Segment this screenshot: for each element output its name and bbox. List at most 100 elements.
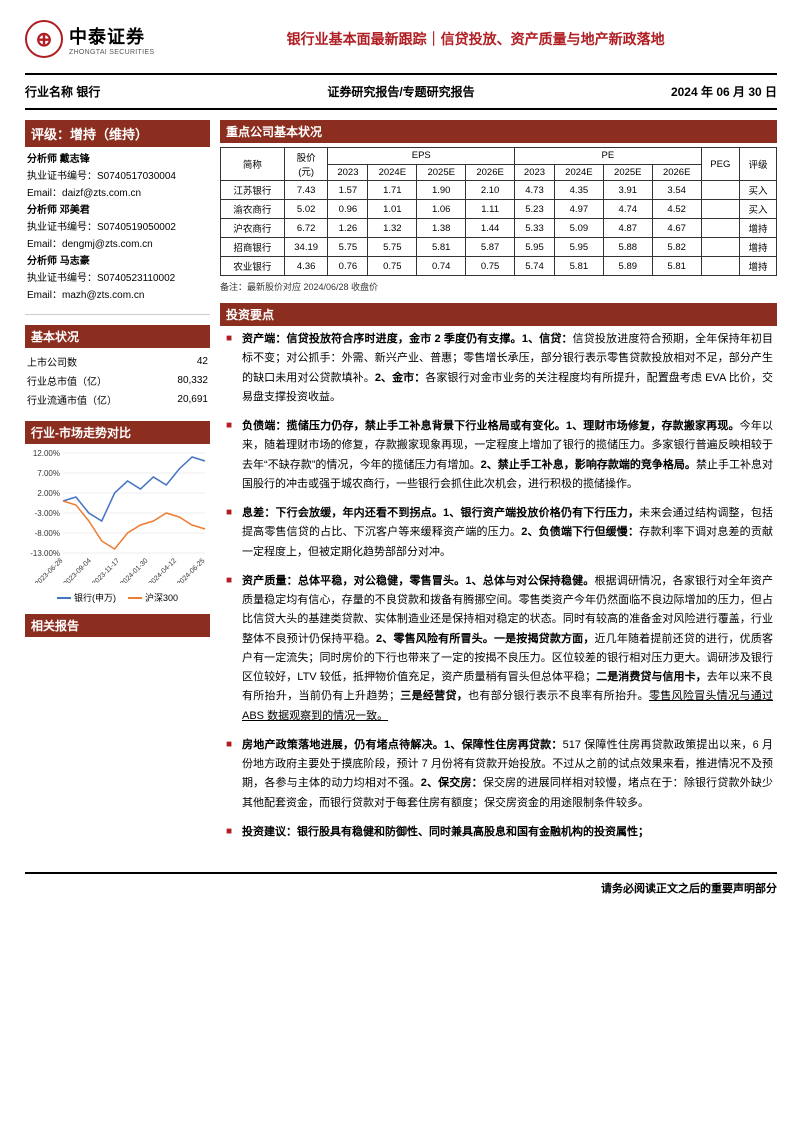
investment-point: 资产质量：总体平稳，对公稳健，零售冒头。1、总体与对公保持稳健。根据调研情况，各… [224, 572, 773, 726]
table-row: 上市公司数42 [25, 352, 210, 371]
table-cell: 5.23 [515, 200, 555, 219]
table-cell [701, 200, 739, 219]
report-header: ⊕ 中泰证券 ZHONGTAI SECURITIES 银行业基本面最新跟踪｜信贷… [25, 20, 777, 58]
table-row: 沪农商行6.721.261.321.381.445.335.094.874.67… [221, 219, 777, 238]
table-cell: 5.74 [515, 257, 555, 276]
logo-text: 中泰证券 ZHONGTAI SECURITIES [69, 23, 154, 56]
table-cell: 0.75 [466, 257, 515, 276]
table-cell: 0.76 [328, 257, 368, 276]
legend-label-2: 沪深300 [145, 591, 178, 604]
table-cell: 1.11 [466, 200, 515, 219]
basic-label: 上市公司数 [25, 352, 160, 371]
svg-text:2023-09-04: 2023-09-04 [63, 557, 93, 583]
table-cell: 6.72 [284, 219, 328, 238]
svg-text:2023-06-28: 2023-06-28 [34, 557, 64, 583]
investment-points: 资产端：信贷投放符合序时进度，金市 2 季度仍有支撑。1、信贷：信贷投放进度符合… [220, 330, 777, 842]
table-cell: 1.71 [368, 181, 417, 200]
table-cell: 4.67 [652, 219, 701, 238]
analyst-email: Email：daizf@zts.com.cn [27, 185, 208, 202]
market-compare-title: 行业-市场走势对比 [25, 421, 210, 444]
svg-text:2023-11-17: 2023-11-17 [91, 557, 121, 583]
report-title: 银行业基本面最新跟踪｜信贷投放、资产质量与地产新政落地 [154, 29, 777, 49]
table-cell: 江苏银行 [221, 181, 285, 200]
table-row: 江苏银行7.431.571.711.902.104.734.353.913.54… [221, 181, 777, 200]
svg-text:-13.00%: -13.00% [30, 549, 60, 558]
legend-item-2: 沪深300 [128, 591, 178, 604]
analyst-cert: 执业证书编号：S0740523110002 [27, 270, 208, 287]
svg-text:-8.00%: -8.00% [35, 529, 60, 538]
investment-point: 投资建议：银行股具有稳健和防御性、同时兼具高股息和国有金融机构的投资属性； [224, 823, 773, 842]
analyst-name: 分析师 马志豪 [27, 253, 208, 270]
chart-svg: 12.00%7.00%2.00%-3.00%-8.00%-13.00%2023-… [25, 448, 210, 583]
table-cell: 渝农商行 [221, 200, 285, 219]
industry-label: 行业名称 银行 [25, 83, 276, 100]
related-reports: 相关报告 [25, 614, 210, 637]
table-cell: 0.75 [368, 257, 417, 276]
table-cell: 买入 [740, 181, 777, 200]
analyst-email: Email：dengmj@zts.com.cn [27, 236, 208, 253]
analyst-cert: 执业证书编号：S0740519050002 [27, 219, 208, 236]
table-cell: 4.35 [554, 181, 603, 200]
table-cell: 1.01 [368, 200, 417, 219]
table-cell: 1.57 [328, 181, 368, 200]
table-cell: 5.02 [284, 200, 328, 219]
svg-text:2024-01-30: 2024-01-30 [119, 557, 149, 583]
table-cell: 5.75 [368, 238, 417, 257]
table-cell: 2.10 [466, 181, 515, 200]
analyst-name: 分析师 戴志锋 [27, 151, 208, 168]
svg-text:2024-06-25: 2024-06-25 [176, 557, 206, 583]
logo-cn: 中泰证券 [69, 23, 154, 49]
table-row: 行业流通市值（亿）20,691 [25, 390, 210, 409]
logo-icon: ⊕ [25, 20, 63, 58]
company-section-title: 重点公司基本状况 [220, 120, 777, 143]
table-cell: 5.95 [515, 238, 555, 257]
table-cell: 5.75 [328, 238, 368, 257]
company-table: 简称股价(元)EPSPEPEG评级20232024E2025E2026E2023… [220, 147, 777, 276]
legend-label-1: 银行(申万) [74, 591, 116, 604]
table-cell: 0.96 [328, 200, 368, 219]
table-note: 备注：最新股价对应 2024/06/28 收盘价 [220, 280, 777, 293]
table-cell: 4.87 [603, 219, 652, 238]
table-cell: 5.87 [466, 238, 515, 257]
sidebar: 评级：增持（维持） 分析师 戴志锋执业证书编号：S0740517030004Em… [25, 120, 210, 852]
table-cell: 1.32 [368, 219, 417, 238]
analyst-cert: 执业证书编号：S0740517030004 [27, 168, 208, 185]
table-cell: 1.90 [417, 181, 466, 200]
table-cell: 5.89 [603, 257, 652, 276]
table-cell: 5.81 [417, 238, 466, 257]
investment-point: 资产端：信贷投放符合序时进度，金市 2 季度仍有支撑。1、信贷：信贷投放进度符合… [224, 330, 773, 407]
analysts-block: 分析师 戴志锋执业证书编号：S0740517030004Email：daizf@… [25, 147, 210, 315]
table-cell: 5.95 [554, 238, 603, 257]
table-cell [701, 257, 739, 276]
table-cell: 5.33 [515, 219, 555, 238]
legend-item-1: 银行(申万) [57, 591, 116, 604]
basic-info-title: 基本状况 [25, 325, 210, 348]
svg-text:7.00%: 7.00% [37, 469, 60, 478]
svg-text:-3.00%: -3.00% [35, 509, 60, 518]
table-cell: 4.74 [603, 200, 652, 219]
svg-text:2.00%: 2.00% [37, 489, 60, 498]
table-cell: 买入 [740, 200, 777, 219]
footer-disclaimer: 请务必阅读正文之后的重要声明部分 [25, 872, 777, 896]
table-cell: 7.43 [284, 181, 328, 200]
basic-value: 42 [160, 352, 210, 371]
table-row: 招商银行34.195.755.755.815.875.955.955.885.8… [221, 238, 777, 257]
svg-text:12.00%: 12.00% [33, 449, 60, 458]
table-cell: 4.97 [554, 200, 603, 219]
table-cell: 1.38 [417, 219, 466, 238]
table-cell: 1.26 [328, 219, 368, 238]
report-type: 证券研究报告/专题研究报告 [276, 83, 527, 100]
related-reports-title: 相关报告 [25, 614, 210, 637]
analyst-name: 分析师 邓美君 [27, 202, 208, 219]
table-cell: 5.81 [652, 257, 701, 276]
basic-value: 20,691 [160, 390, 210, 409]
basic-value: 80,332 [160, 371, 210, 390]
investment-point: 房地产政策落地进展，仍有堵点待解决。1、保障性住房再贷款：517 保障性住房再贷… [224, 736, 773, 813]
table-cell: 5.81 [554, 257, 603, 276]
market-chart: 12.00%7.00%2.00%-3.00%-8.00%-13.00%2023-… [25, 448, 210, 583]
table-cell: 增持 [740, 238, 777, 257]
basic-label: 行业总市值（亿） [25, 371, 160, 390]
table-row: 行业总市值（亿）80,332 [25, 371, 210, 390]
basic-label: 行业流通市值（亿） [25, 390, 160, 409]
svg-text:2024-04-12: 2024-04-12 [148, 557, 178, 583]
